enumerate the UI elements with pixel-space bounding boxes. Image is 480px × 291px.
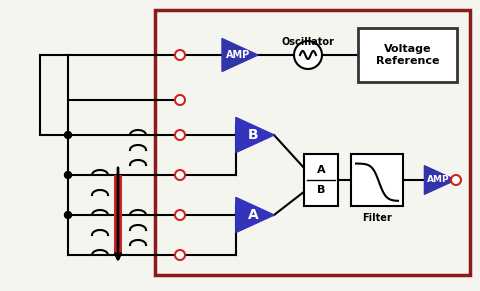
Circle shape — [175, 130, 185, 140]
Circle shape — [64, 171, 72, 178]
Text: Filter: Filter — [362, 213, 392, 223]
FancyBboxPatch shape — [304, 154, 338, 206]
Text: A: A — [248, 208, 259, 222]
FancyBboxPatch shape — [114, 175, 122, 255]
Circle shape — [175, 210, 185, 220]
Circle shape — [175, 250, 185, 260]
Circle shape — [64, 132, 72, 139]
Text: B: B — [317, 185, 325, 195]
FancyBboxPatch shape — [351, 154, 403, 206]
FancyBboxPatch shape — [358, 28, 457, 82]
Text: Voltage
Reference: Voltage Reference — [376, 44, 439, 66]
Text: AMP: AMP — [227, 50, 251, 60]
Polygon shape — [222, 38, 258, 72]
Polygon shape — [236, 117, 274, 152]
Circle shape — [175, 170, 185, 180]
Circle shape — [451, 175, 461, 185]
Text: AMP: AMP — [427, 175, 450, 184]
Text: B: B — [248, 128, 259, 142]
Circle shape — [294, 41, 322, 69]
Circle shape — [175, 50, 185, 60]
Circle shape — [175, 95, 185, 105]
Polygon shape — [424, 166, 456, 194]
Polygon shape — [236, 197, 274, 233]
Text: A: A — [317, 165, 325, 175]
Circle shape — [64, 212, 72, 219]
Text: Oscillator: Oscillator — [282, 37, 335, 47]
